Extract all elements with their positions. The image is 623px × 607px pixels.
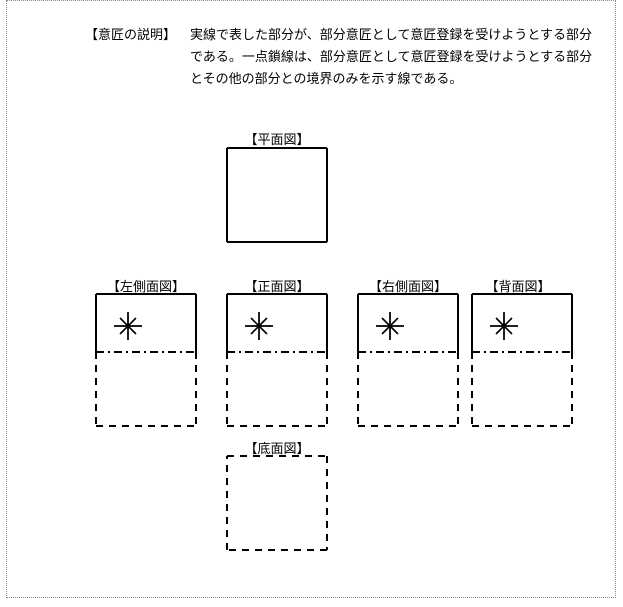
drawing-layer (0, 0, 623, 607)
